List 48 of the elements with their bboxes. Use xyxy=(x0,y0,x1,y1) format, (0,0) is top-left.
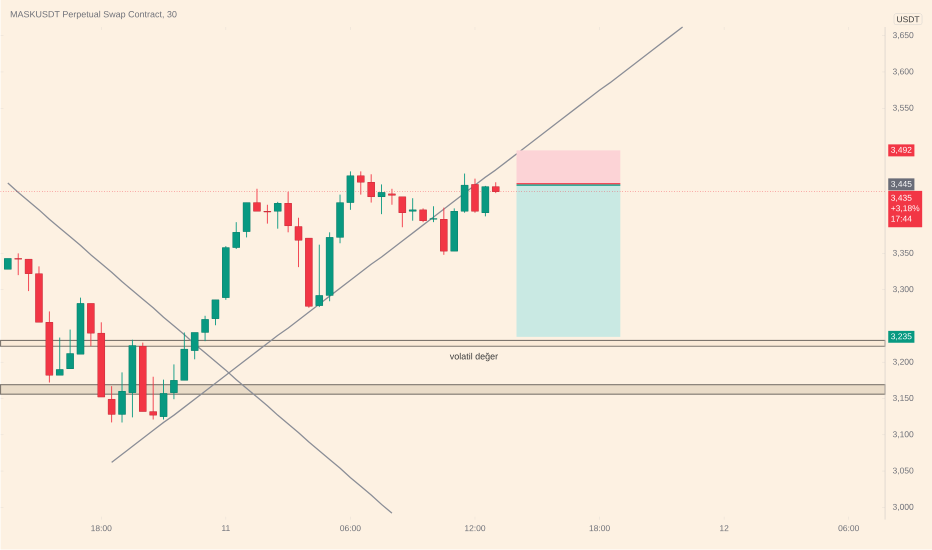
chart-title: MASKUSDT Perpetual Swap Contract, 30 xyxy=(10,10,177,20)
candlestick xyxy=(419,208,427,223)
y-tick-label: 3,300 xyxy=(892,286,914,294)
candlestick xyxy=(170,364,178,400)
candlestick xyxy=(378,184,386,215)
y-tick-label: 3,350 xyxy=(892,250,914,258)
text: 17:44 xyxy=(891,216,912,222)
y-tick-label: 3,600 xyxy=(892,68,914,76)
y-tick-label: 3,150 xyxy=(892,395,914,402)
candlestick xyxy=(274,202,282,230)
text: +3,18% xyxy=(891,205,920,212)
candlestick xyxy=(190,332,198,360)
candlestick xyxy=(201,315,209,342)
y-tick-label: 3,050 xyxy=(892,468,914,475)
band-label: volatil değer xyxy=(450,352,498,362)
candlestick xyxy=(24,258,32,292)
candlestick xyxy=(294,218,302,268)
candlestick xyxy=(118,372,126,424)
candlestick xyxy=(408,198,416,222)
x-tick-label: 06:00 xyxy=(340,525,361,532)
x-tick-label: 12 xyxy=(720,525,728,532)
x-tick-label: 18:00 xyxy=(91,525,112,532)
y-axis-title: USDT xyxy=(897,16,920,22)
ref-line-label: 3,435 xyxy=(891,194,912,202)
text: 3,492 xyxy=(891,147,912,154)
x-tick-label: 18:00 xyxy=(590,525,610,532)
candlestick xyxy=(232,222,240,250)
x-tick-label: 12:00 xyxy=(465,525,486,532)
candlestick xyxy=(149,376,157,420)
candlestick xyxy=(160,379,168,420)
y-tick-label: 3,100 xyxy=(892,431,914,438)
candlestick xyxy=(264,204,272,224)
y-tick-label: 3,550 xyxy=(892,104,914,112)
x-tick-label: 11 xyxy=(222,525,230,532)
candlestick xyxy=(315,244,324,308)
text: 3,235 xyxy=(891,333,912,340)
candlestick xyxy=(14,253,22,276)
x-tick-label: 06:00 xyxy=(838,525,859,532)
y-tick-label: 3,200 xyxy=(892,358,914,366)
candlestick xyxy=(108,386,116,424)
candlestick xyxy=(56,337,64,376)
candlestick xyxy=(430,206,438,223)
y-tick-label: 3,650 xyxy=(892,32,914,40)
y-tick-label: 3,000 xyxy=(892,504,914,511)
candlestick xyxy=(212,300,220,326)
text: 3,445 xyxy=(891,181,912,188)
candlestick xyxy=(398,196,406,228)
candlestick xyxy=(66,329,74,370)
